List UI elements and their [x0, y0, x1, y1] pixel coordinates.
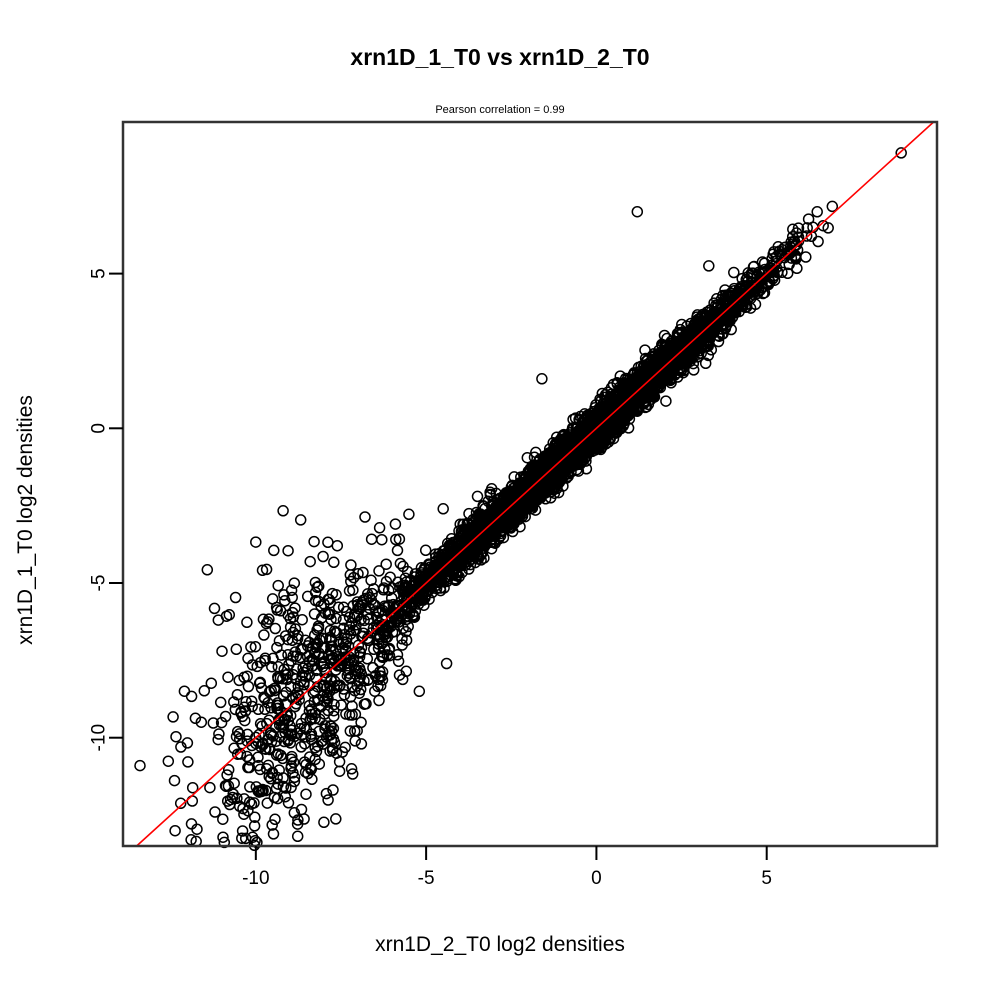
- x-tick-label: -10: [242, 868, 269, 889]
- y-tick-label: -10: [89, 724, 110, 751]
- x-axis-label: xrn1D_2_T0 log2 densities: [375, 933, 625, 956]
- plot-box-frame: [121, 120, 939, 848]
- x-tick-label: -5: [418, 868, 435, 889]
- pearson-correlation-subtitle: Pearson correlation = 0.99: [435, 104, 565, 116]
- y-tick-label: 5: [89, 268, 110, 279]
- page-title: xrn1D_1_T0 vs xrn1D_2_T0: [350, 44, 650, 70]
- identity-line: [136, 121, 935, 847]
- y-tick-label: -5: [89, 575, 110, 592]
- scatter-point-cloud: [134, 147, 907, 851]
- x-tick-label: 0: [591, 868, 602, 889]
- x-tick-label: 5: [761, 868, 772, 889]
- identity-reference-line: [136, 121, 935, 847]
- y-tick-label: 0: [89, 423, 110, 434]
- scatter-points-layer: [134, 147, 907, 851]
- axis-layer: -10 -5 0 5 -10 -5 0 5: [89, 120, 939, 889]
